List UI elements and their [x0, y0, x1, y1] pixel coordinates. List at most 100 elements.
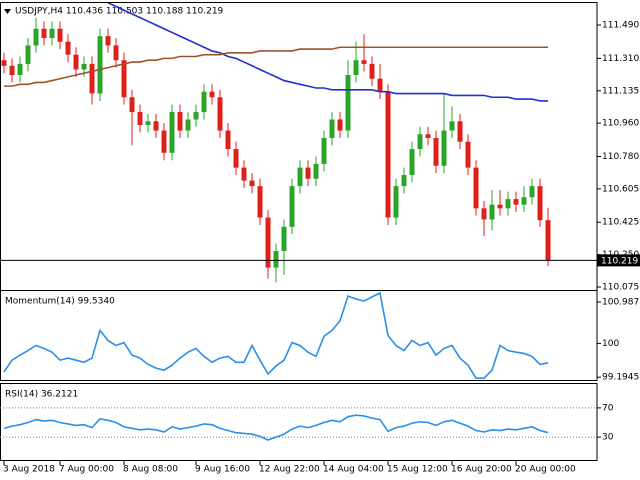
candle-body	[9, 65, 15, 76]
y-tick-label: 110.780	[602, 152, 639, 162]
candle-body	[225, 130, 231, 150]
last-price-box	[597, 254, 640, 267]
candle-body	[545, 220, 551, 261]
rsi-title: RSI(14) 36.2121	[5, 390, 78, 400]
candle-body	[313, 163, 319, 179]
y-tick-label: 99.1945	[602, 373, 639, 383]
moving-average	[107, 3, 548, 102]
x-tick-label: 8 Aug 08:00	[123, 465, 178, 475]
candle-body	[377, 78, 383, 92]
candle-body	[273, 250, 279, 268]
y-tick-label: 70	[602, 403, 614, 413]
candle-body	[153, 121, 159, 131]
candle-body	[97, 36, 103, 94]
x-tick-label: 14 Aug 04:00	[323, 465, 384, 475]
y-tick-label: 111.310	[602, 54, 639, 64]
candle-body	[289, 186, 295, 227]
y-tick-label: 111.490	[602, 21, 639, 31]
candle-body	[217, 97, 223, 131]
candle-body	[457, 121, 463, 142]
candle-body	[329, 119, 335, 138]
y-tick-label: 111.135	[602, 86, 639, 96]
rsi-pane	[0, 383, 598, 461]
candle-body	[73, 54, 79, 70]
candle-body	[369, 63, 375, 79]
candle-body	[41, 28, 47, 38]
pane-plot	[3, 291, 549, 379]
candle-body	[401, 175, 407, 187]
momentum-pane	[0, 290, 598, 381]
candle-body	[417, 134, 423, 150]
candle-body	[353, 60, 359, 76]
candle-body	[473, 167, 479, 209]
candle-body	[89, 63, 95, 94]
x-tick-label: 9 Aug 16:00	[195, 465, 250, 475]
candle-body	[321, 137, 327, 164]
candle-body	[441, 130, 447, 166]
candle-body	[113, 45, 119, 61]
chart-title: USDJPY,H4 110.436 110.503 110.188 110.21…	[15, 7, 224, 17]
candle-body	[65, 41, 71, 55]
candle-body	[105, 36, 111, 46]
candle-body	[201, 91, 207, 113]
y-tick-label: 100.9875	[602, 298, 640, 308]
candle-body	[361, 60, 367, 64]
candle-body	[297, 167, 303, 187]
y-tick-label: 110.425	[602, 218, 639, 228]
indicator-line	[3, 291, 549, 379]
candle-body	[137, 112, 143, 126]
candle-body	[281, 226, 287, 251]
candle-body	[465, 141, 471, 168]
candle-body	[449, 121, 455, 131]
momentum-title: Momentum(14) 99.5340	[5, 297, 115, 307]
candle-body	[177, 112, 183, 131]
candle-body	[505, 199, 511, 209]
candle-body	[249, 180, 255, 187]
candle-body	[233, 149, 239, 168]
candle-body	[161, 130, 167, 153]
candle-body	[337, 119, 343, 131]
candle-body	[521, 197, 527, 205]
candle-body	[481, 208, 487, 220]
candle-body	[57, 28, 63, 42]
candle-body	[385, 91, 391, 218]
candle-body	[305, 167, 311, 179]
x-tick-label: 20 Aug 00:00	[515, 465, 576, 475]
menu-triangle	[4, 9, 11, 14]
x-tick-label: 15 Aug 12:00	[387, 465, 448, 475]
candle-body	[17, 63, 23, 76]
x-tick-label: 3 Aug 2018	[3, 465, 55, 475]
candle-body	[513, 199, 519, 205]
y-tick-label: 110.075	[602, 283, 639, 293]
candle-body	[409, 149, 415, 176]
candle-body	[265, 217, 271, 268]
candle-body	[169, 112, 175, 153]
pane-plot	[1, 3, 551, 283]
pane-plot	[0, 407, 597, 441]
candle-body	[241, 167, 247, 181]
candle-body	[33, 28, 39, 46]
candle-body	[81, 63, 87, 70]
candle-body	[145, 121, 151, 126]
candle-body	[49, 28, 55, 38]
candle-body	[185, 119, 191, 131]
candle-body	[393, 186, 399, 218]
candle-body	[497, 204, 503, 209]
candle-body	[257, 186, 263, 218]
y-tick-label: 110.605	[602, 184, 639, 194]
indicator-line	[3, 414, 549, 441]
candle-body	[209, 91, 215, 98]
last-price-label: 110.219	[601, 256, 638, 266]
candle-body	[25, 45, 31, 64]
candle-body	[193, 112, 199, 120]
x-tick-label: 7 Aug 00:00	[59, 465, 114, 475]
y-tick-label: 30	[602, 433, 614, 443]
candle-body	[345, 75, 351, 131]
candle-body	[433, 137, 439, 166]
x-tick-label: 16 Aug 20:00	[451, 465, 512, 475]
y-tick-label: 110.960	[602, 119, 639, 129]
candle-body	[129, 97, 135, 113]
candle-body	[489, 204, 495, 220]
